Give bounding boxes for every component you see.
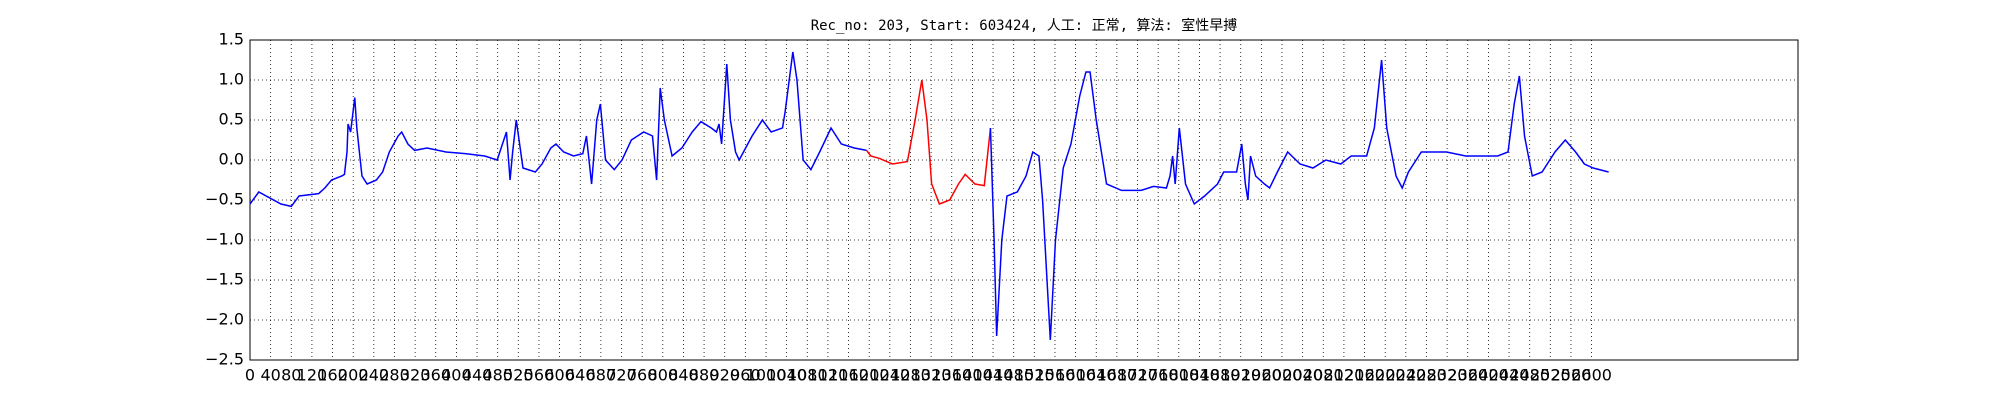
x-tick-label: 1360 — [931, 366, 972, 385]
x-tick-label: 2080 — [1303, 366, 1344, 385]
y-tick-label: −2.0 — [205, 310, 244, 329]
x-tick-label: 1480 — [993, 366, 1034, 385]
y-tick-label: 0.0 — [219, 150, 244, 169]
signal-line — [989, 59, 1609, 341]
x-tick-label: 880 — [689, 366, 720, 385]
y-tick-label: 1.0 — [219, 70, 244, 89]
x-tick-label: 360 — [420, 366, 451, 385]
x-tick-label: 840 — [668, 366, 699, 385]
x-tick-label: 2480 — [1509, 366, 1550, 385]
x-tick-label: 520 — [503, 366, 534, 385]
x-tick-label: 2200 — [1365, 366, 1406, 385]
x-tick-label: 760 — [627, 366, 658, 385]
y-tick-label: −2.5 — [205, 350, 244, 369]
x-tick-label: 1120 — [808, 366, 849, 385]
x-tick-label: 280 — [379, 366, 410, 385]
x-tick-label: 1040 — [766, 366, 807, 385]
x-tick-label: 1520 — [1014, 366, 1055, 385]
signal-line — [249, 51, 867, 208]
y-tick-label: −1.0 — [205, 230, 244, 249]
x-tick-label: 1280 — [890, 366, 931, 385]
x-tick-label: 2400 — [1468, 366, 1509, 385]
x-tick-label: 0 — [245, 366, 255, 385]
y-tick-label: 1.5 — [219, 30, 244, 49]
x-tick-label: 400 — [441, 366, 472, 385]
x-tick-label: 1000 — [746, 366, 787, 385]
x-tick-label: 1320 — [911, 366, 952, 385]
x-tick-label: 800 — [648, 366, 679, 385]
x-tick-label: 2520 — [1530, 366, 1571, 385]
x-tick-label: 480 — [482, 366, 513, 385]
x-tick-label: 440 — [462, 366, 493, 385]
x-tick-label: 2120 — [1324, 366, 1365, 385]
x-tick-label: 1160 — [828, 366, 869, 385]
y-tick-label: 0.5 — [219, 110, 244, 129]
x-tick-label: 1680 — [1097, 366, 1138, 385]
x-tick-label: 1840 — [1179, 366, 1220, 385]
x-tick-label: 600 — [544, 366, 575, 385]
x-tick-label: 1400 — [952, 366, 993, 385]
x-tick-label: 2440 — [1489, 366, 1530, 385]
x-tick-label: 320 — [400, 366, 431, 385]
x-tick-label: 1800 — [1158, 366, 1199, 385]
y-tick-label: −1.5 — [205, 270, 244, 289]
x-tick-label: 1880 — [1200, 366, 1241, 385]
x-tick-label: 2560 — [1551, 366, 1592, 385]
x-tick-label: 2240 — [1385, 366, 1426, 385]
x-tick-label: 240 — [359, 366, 390, 385]
x-tick-label: 1560 — [1035, 366, 1076, 385]
chart-title: Rec_no: 203, Start: 603424, 人工: 正常, 算法: … — [811, 17, 1238, 34]
x-tick-label: 1240 — [869, 366, 910, 385]
x-tick-label: 2360 — [1447, 366, 1488, 385]
x-tick-label: 960 — [730, 366, 761, 385]
x-tick-label: 2280 — [1406, 366, 1447, 385]
x-tick-label: 680 — [586, 366, 617, 385]
x-tick-label: 160 — [317, 366, 348, 385]
x-tick-label: 80 — [281, 366, 301, 385]
x-tick-label: 2600 — [1571, 366, 1612, 385]
x-tick-label: 120 — [297, 366, 328, 385]
x-tick-label: 2000 — [1262, 366, 1303, 385]
plot-frame — [249, 39, 1799, 361]
x-tick-label: 1080 — [787, 366, 828, 385]
x-tick-label: 1440 — [973, 366, 1014, 385]
x-tick-label: 1760 — [1138, 366, 1179, 385]
x-tick-label: 2040 — [1282, 366, 1323, 385]
x-tick-label: 200 — [338, 366, 369, 385]
y-tick-label: −0.5 — [205, 190, 244, 209]
x-tick-label: 40 — [260, 366, 280, 385]
x-tick-label: 1720 — [1117, 366, 1158, 385]
signal-line — [866, 79, 992, 205]
x-tick-label: 920 — [709, 366, 740, 385]
x-tick-label: 560 — [524, 366, 555, 385]
x-tick-label: 2320 — [1427, 366, 1468, 385]
x-tick-label: 1920 — [1220, 366, 1261, 385]
x-tick-label: 1600 — [1055, 366, 1096, 385]
x-tick-label: 1960 — [1241, 366, 1282, 385]
x-tick-label: 1640 — [1076, 366, 1117, 385]
x-tick-label: 720 — [606, 366, 637, 385]
x-tick-label: 640 — [565, 366, 596, 385]
x-tick-label: 1200 — [849, 366, 890, 385]
x-tick-label: 2160 — [1344, 366, 1385, 385]
